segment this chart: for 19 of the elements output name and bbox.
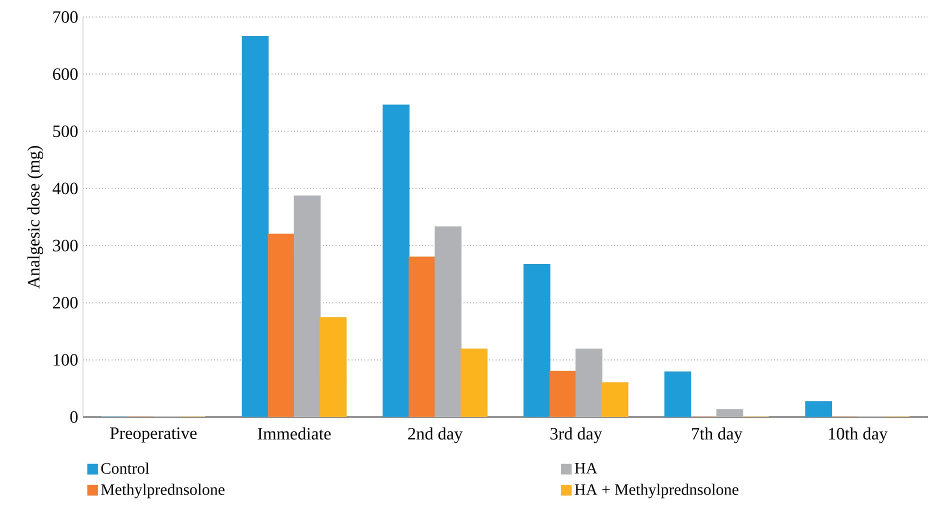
x-tick-label: 2nd day xyxy=(408,427,463,444)
y-tick-label: 400 xyxy=(52,182,78,194)
x-tick-label: Preoperative xyxy=(110,427,197,443)
y-tick-label: 200 xyxy=(53,296,78,309)
x-tick-label: Immediate xyxy=(258,427,331,440)
y-tick-label: 500 xyxy=(53,125,78,138)
x-tick-label: 7th day xyxy=(692,427,742,444)
y-tick-label: 0 xyxy=(70,411,78,423)
y-tick-label: 300 xyxy=(53,240,78,252)
x-tick-label: 10th day xyxy=(829,427,888,444)
legend-label: HA + Methylprednsolone xyxy=(574,484,738,498)
y-axis-title: Analgesic dose (mg) xyxy=(27,146,44,289)
legend-label: Methylprednsolone xyxy=(101,484,224,498)
y-tick-label: 100 xyxy=(54,354,78,366)
y-tick-label: 700 xyxy=(53,11,78,23)
x-tick-label: 3rd day xyxy=(550,427,602,444)
legend-label: Control xyxy=(101,462,150,474)
legend-label: HA xyxy=(574,462,598,474)
y-tick-label: 600 xyxy=(53,68,78,80)
